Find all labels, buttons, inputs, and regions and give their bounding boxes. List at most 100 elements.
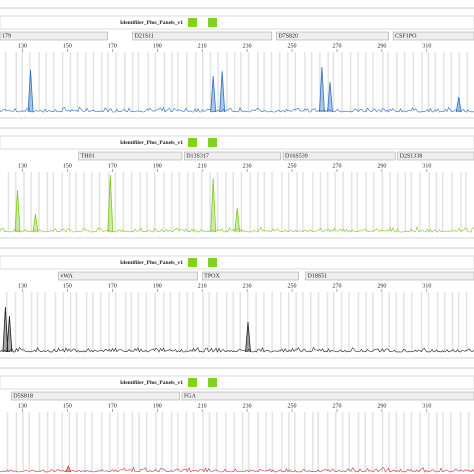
dye-button (188, 18, 197, 27)
allele-bin (247, 52, 250, 112)
marker-bin (181, 391, 474, 401)
scale-label: 190 (153, 283, 162, 289)
allele-bin (341, 52, 343, 112)
allele-bin (154, 52, 157, 112)
marker-label: D5S818 (13, 393, 33, 399)
scale-label: 270 (332, 283, 341, 289)
allele-bin (30, 292, 33, 352)
marker-label: TPOX (204, 273, 220, 279)
allele-bin (467, 412, 470, 472)
allele-bin (85, 292, 88, 352)
allele-bin (419, 172, 421, 232)
allele-bin (434, 52, 436, 112)
peak (219, 71, 226, 113)
allele-bin (278, 52, 281, 112)
marker-label: D21S11 (135, 33, 154, 39)
marker-label: D18S51 (308, 273, 328, 279)
scale-label: 170 (108, 403, 117, 409)
allele-bin (209, 172, 211, 232)
allele-bin (349, 52, 352, 112)
allele-bin (178, 172, 181, 232)
allele-bin (38, 172, 40, 232)
allele-bin (270, 52, 273, 112)
allele-bin (98, 172, 101, 232)
allele-bin (225, 292, 228, 352)
allele-bin (240, 172, 243, 232)
allele-bin (372, 52, 374, 112)
allele-bin (44, 292, 46, 352)
marker-bin (282, 151, 396, 161)
marker-bin (78, 151, 183, 161)
peak (455, 96, 462, 113)
allele-bin (117, 412, 119, 472)
allele-bin (241, 412, 244, 472)
allele-bin (114, 172, 117, 232)
allele-bin (28, 412, 31, 472)
allele-bin (294, 52, 296, 112)
peak (234, 207, 241, 233)
allele-bin (304, 52, 306, 112)
allele-bin (131, 412, 134, 472)
allele-bin (53, 412, 56, 472)
allele-bin (153, 172, 156, 232)
allele-bin (176, 412, 179, 472)
scale-label: 290 (377, 163, 386, 169)
scale-label: 150 (63, 163, 72, 169)
allele-bin (217, 52, 219, 112)
allele-bin (403, 412, 405, 472)
title-bar (0, 255, 474, 270)
allele-bin (209, 52, 212, 112)
scale-label: 170 (108, 283, 117, 289)
allele-bin (357, 52, 360, 112)
allele-bin (280, 292, 282, 352)
panel-title: Identifiler_Plus_Panels_v1 (120, 260, 183, 266)
allele-bin (5, 52, 7, 112)
allele-bin (310, 52, 313, 112)
scale-label: 130 (18, 283, 27, 289)
allele-bin (294, 412, 296, 472)
allele-bin (21, 52, 23, 112)
allele-bin (459, 412, 462, 472)
allele-bin (233, 52, 236, 112)
scale-label: 310 (422, 43, 431, 49)
allele-bin (139, 172, 142, 232)
scale-label: 170 (108, 43, 117, 49)
baseline-trace (0, 106, 474, 113)
peak (65, 464, 72, 473)
allele-bin (122, 172, 125, 232)
allele-bin (124, 292, 127, 352)
marker-label: FGA (184, 393, 197, 399)
allele-bin (92, 52, 95, 112)
allele-bin (427, 412, 430, 472)
allele-bin (396, 52, 398, 112)
scale-label: 170 (108, 163, 117, 169)
allele-bin (263, 172, 266, 232)
allele-bin (192, 412, 195, 472)
allele-bin (232, 172, 234, 232)
allele-bin (410, 172, 413, 232)
allele-bin (249, 172, 251, 232)
dye-button (208, 258, 217, 267)
allele-bin (22, 292, 24, 352)
scale-label: 130 (18, 403, 27, 409)
allele-bin (441, 172, 444, 232)
scale-label: 250 (288, 283, 297, 289)
allele-bin (62, 292, 65, 352)
allele-bin (200, 172, 203, 232)
allele-bin (15, 52, 18, 112)
allele-bin (178, 292, 181, 352)
scale-label: 150 (63, 43, 72, 49)
allele-bin (356, 172, 359, 232)
allele-bin (247, 412, 250, 472)
allele-bin (38, 412, 41, 472)
allele-bin (145, 412, 148, 472)
allele-bin (263, 292, 265, 352)
allele-bin (271, 292, 273, 352)
allele-bin (131, 52, 134, 112)
allele-bin (84, 412, 86, 472)
dye-button (188, 258, 197, 267)
allele-bin (36, 292, 39, 352)
title-bar (0, 135, 474, 150)
allele-bin (45, 52, 48, 112)
